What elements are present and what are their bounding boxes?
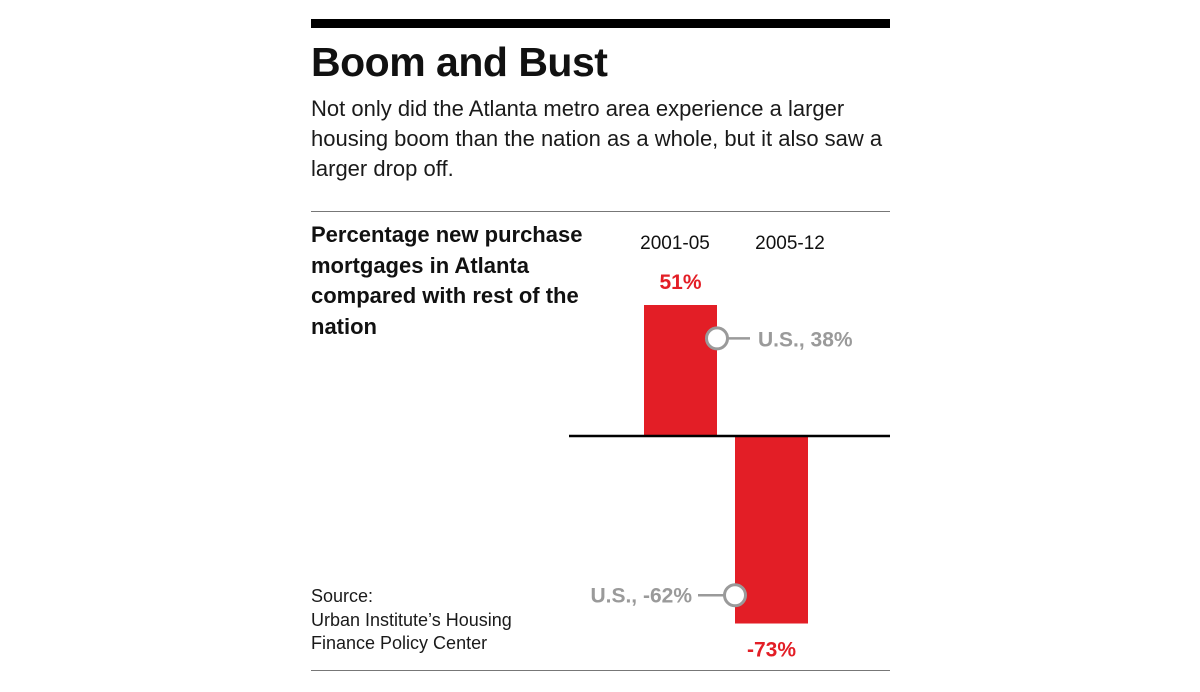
bar [644,305,717,436]
source-line: Urban Institute’s Housing [311,609,512,630]
top-rule [311,19,890,28]
bar [735,436,808,624]
category-label: 2005-12 [755,233,825,254]
source-label: Source: [311,586,374,606]
subtitle: Not only did the Atlanta metro area expe… [311,96,883,181]
value-label: -73% [747,639,796,662]
divider [311,211,890,212]
chart-heading: Percentage new purchase mortgages in Atl… [311,222,583,339]
us-label: U.S., -62% [590,584,692,607]
page-title: Boom and Bust [311,39,608,85]
us-marker [723,583,747,608]
source-line: Finance Policy Center [311,633,488,653]
value-label: 51% [659,271,701,294]
category-label: 2001-05 [640,233,710,254]
us-label: U.S., 38% [758,328,853,351]
bottom-rule [311,670,890,671]
source-note: Source: Urban Institute’s Housing Financ… [311,585,512,656]
us-marker [705,326,729,351]
